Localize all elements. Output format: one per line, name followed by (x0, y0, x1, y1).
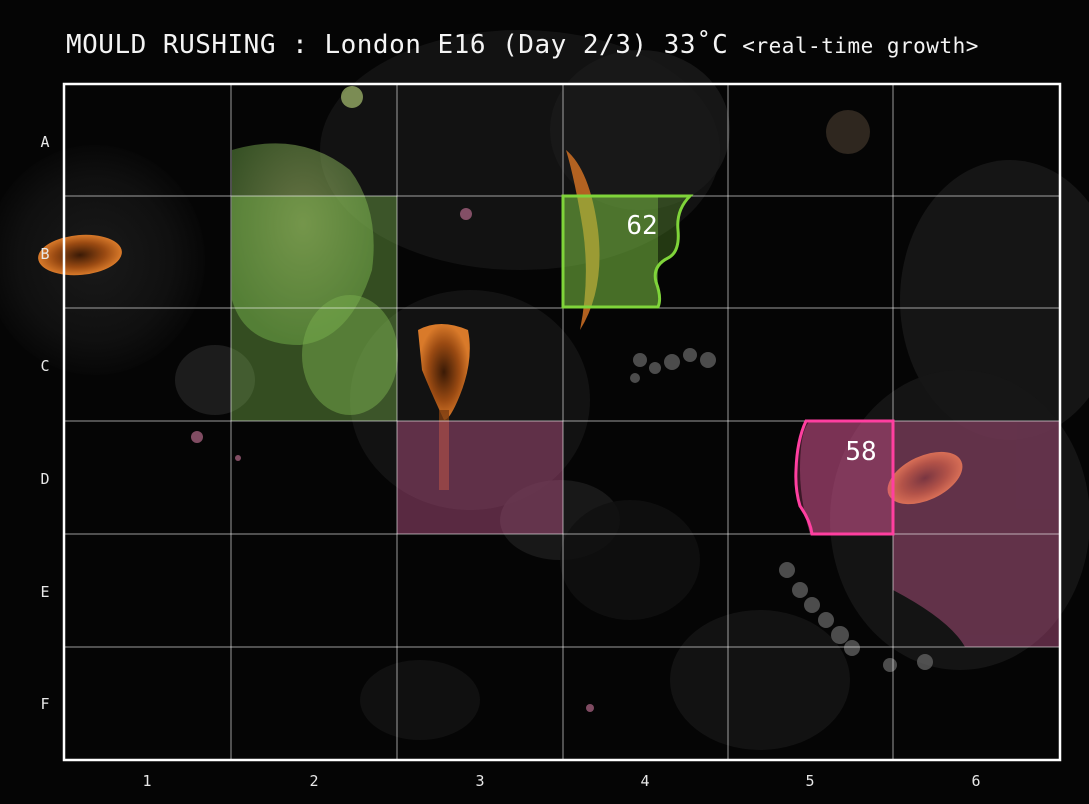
pink-territory (397, 421, 1060, 647)
row-label-f: F (40, 695, 50, 713)
claim-score-green: 62 (626, 211, 657, 241)
col-label-2: 2 (309, 772, 319, 790)
col-label-6: 6 (971, 772, 981, 790)
row-label-b: B (40, 245, 50, 263)
claim-score-pink: 58 (845, 437, 876, 467)
claim-marker-pink[interactable]: 58 (794, 419, 895, 536)
mould-background (0, 30, 1089, 750)
row-label-e: E (40, 583, 50, 601)
page-title: MOULD RUSHING : London E16 (Day 2/3) 33˚… (66, 30, 979, 60)
col-label-3: 3 (475, 772, 485, 790)
claim-marker-green[interactable]: 62 (561, 194, 694, 309)
title-main: MOULD RUSHING : London E16 (Day 2/3) 33˚… (66, 30, 729, 60)
title-subtitle: <real-time growth> (742, 34, 979, 58)
col-label-4: 4 (640, 772, 650, 790)
col-label-5: 5 (805, 772, 815, 790)
row-label-c: C (40, 357, 50, 375)
green-territory (231, 196, 658, 421)
col-label-1: 1 (142, 772, 152, 790)
row-label-d: D (40, 470, 50, 488)
row-label-a: A (40, 133, 50, 151)
